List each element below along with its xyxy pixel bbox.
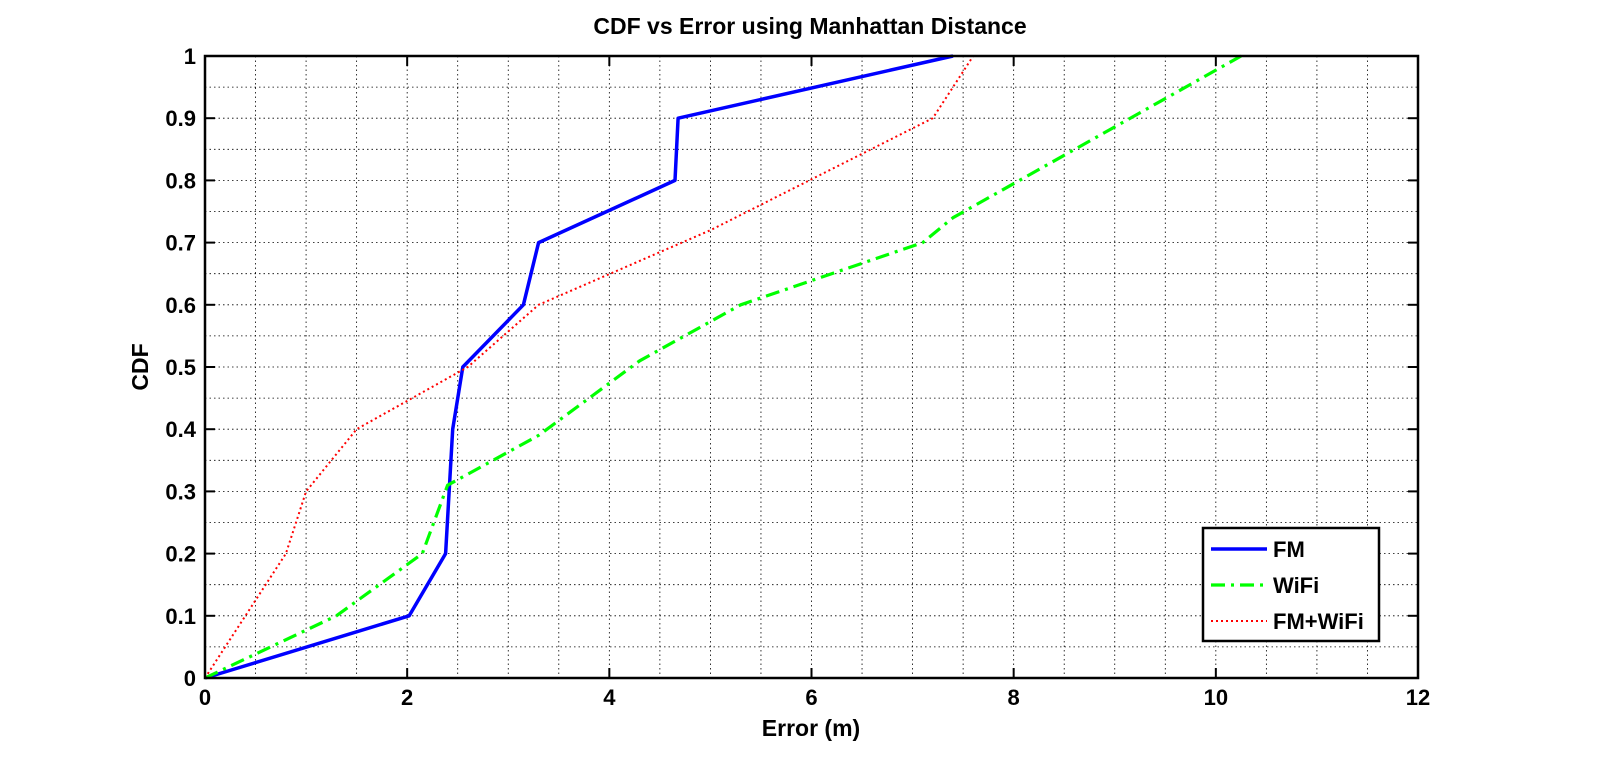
y-tick-label: 0.1 [165,604,196,629]
x-tick-label: 10 [1204,685,1228,710]
y-tick-label: 0.8 [165,168,196,193]
x-tick-label: 12 [1406,685,1430,710]
legend-label: FM [1273,537,1305,562]
legend-label: WiFi [1273,573,1319,598]
legend-label: FM+WiFi [1273,609,1364,634]
x-tick-label: 0 [199,685,211,710]
y-tick-label: 1 [184,44,196,69]
y-tick-label: 0.7 [165,231,196,256]
y-tick-label: 0 [184,666,196,691]
chart-title: CDF vs Error using Manhattan Distance [593,13,1026,39]
series-line-wifi [204,54,1242,680]
y-tick-label: 0.5 [165,355,196,380]
y-axis-title: CDF [127,343,153,390]
y-tick-label: 0.2 [165,542,196,567]
y-tick-label: 0.9 [165,106,196,131]
series-lines [204,54,1242,680]
legend: FM WiFi FM+WiFi [1201,526,1381,643]
series-line-fm [204,54,954,680]
axis-ticks: 0 2 4 6 8 10 12 0 0.1 0.2 0.3 0.4 0.5 0.6 0.7 0.8 0.9 1 [165,44,1430,710]
x-tick-label: 8 [1008,685,1020,710]
y-tick-label: 0.6 [165,293,196,318]
x-tick-label: 6 [805,685,817,710]
y-tick-label: 0.3 [165,479,196,504]
x-axis-title: Error (m) [762,715,860,741]
x-tick-label: 2 [401,685,413,710]
y-tick-label: 0.4 [165,417,196,442]
series-line-fm-wifi [204,55,975,679]
x-tick-label: 4 [603,685,616,710]
